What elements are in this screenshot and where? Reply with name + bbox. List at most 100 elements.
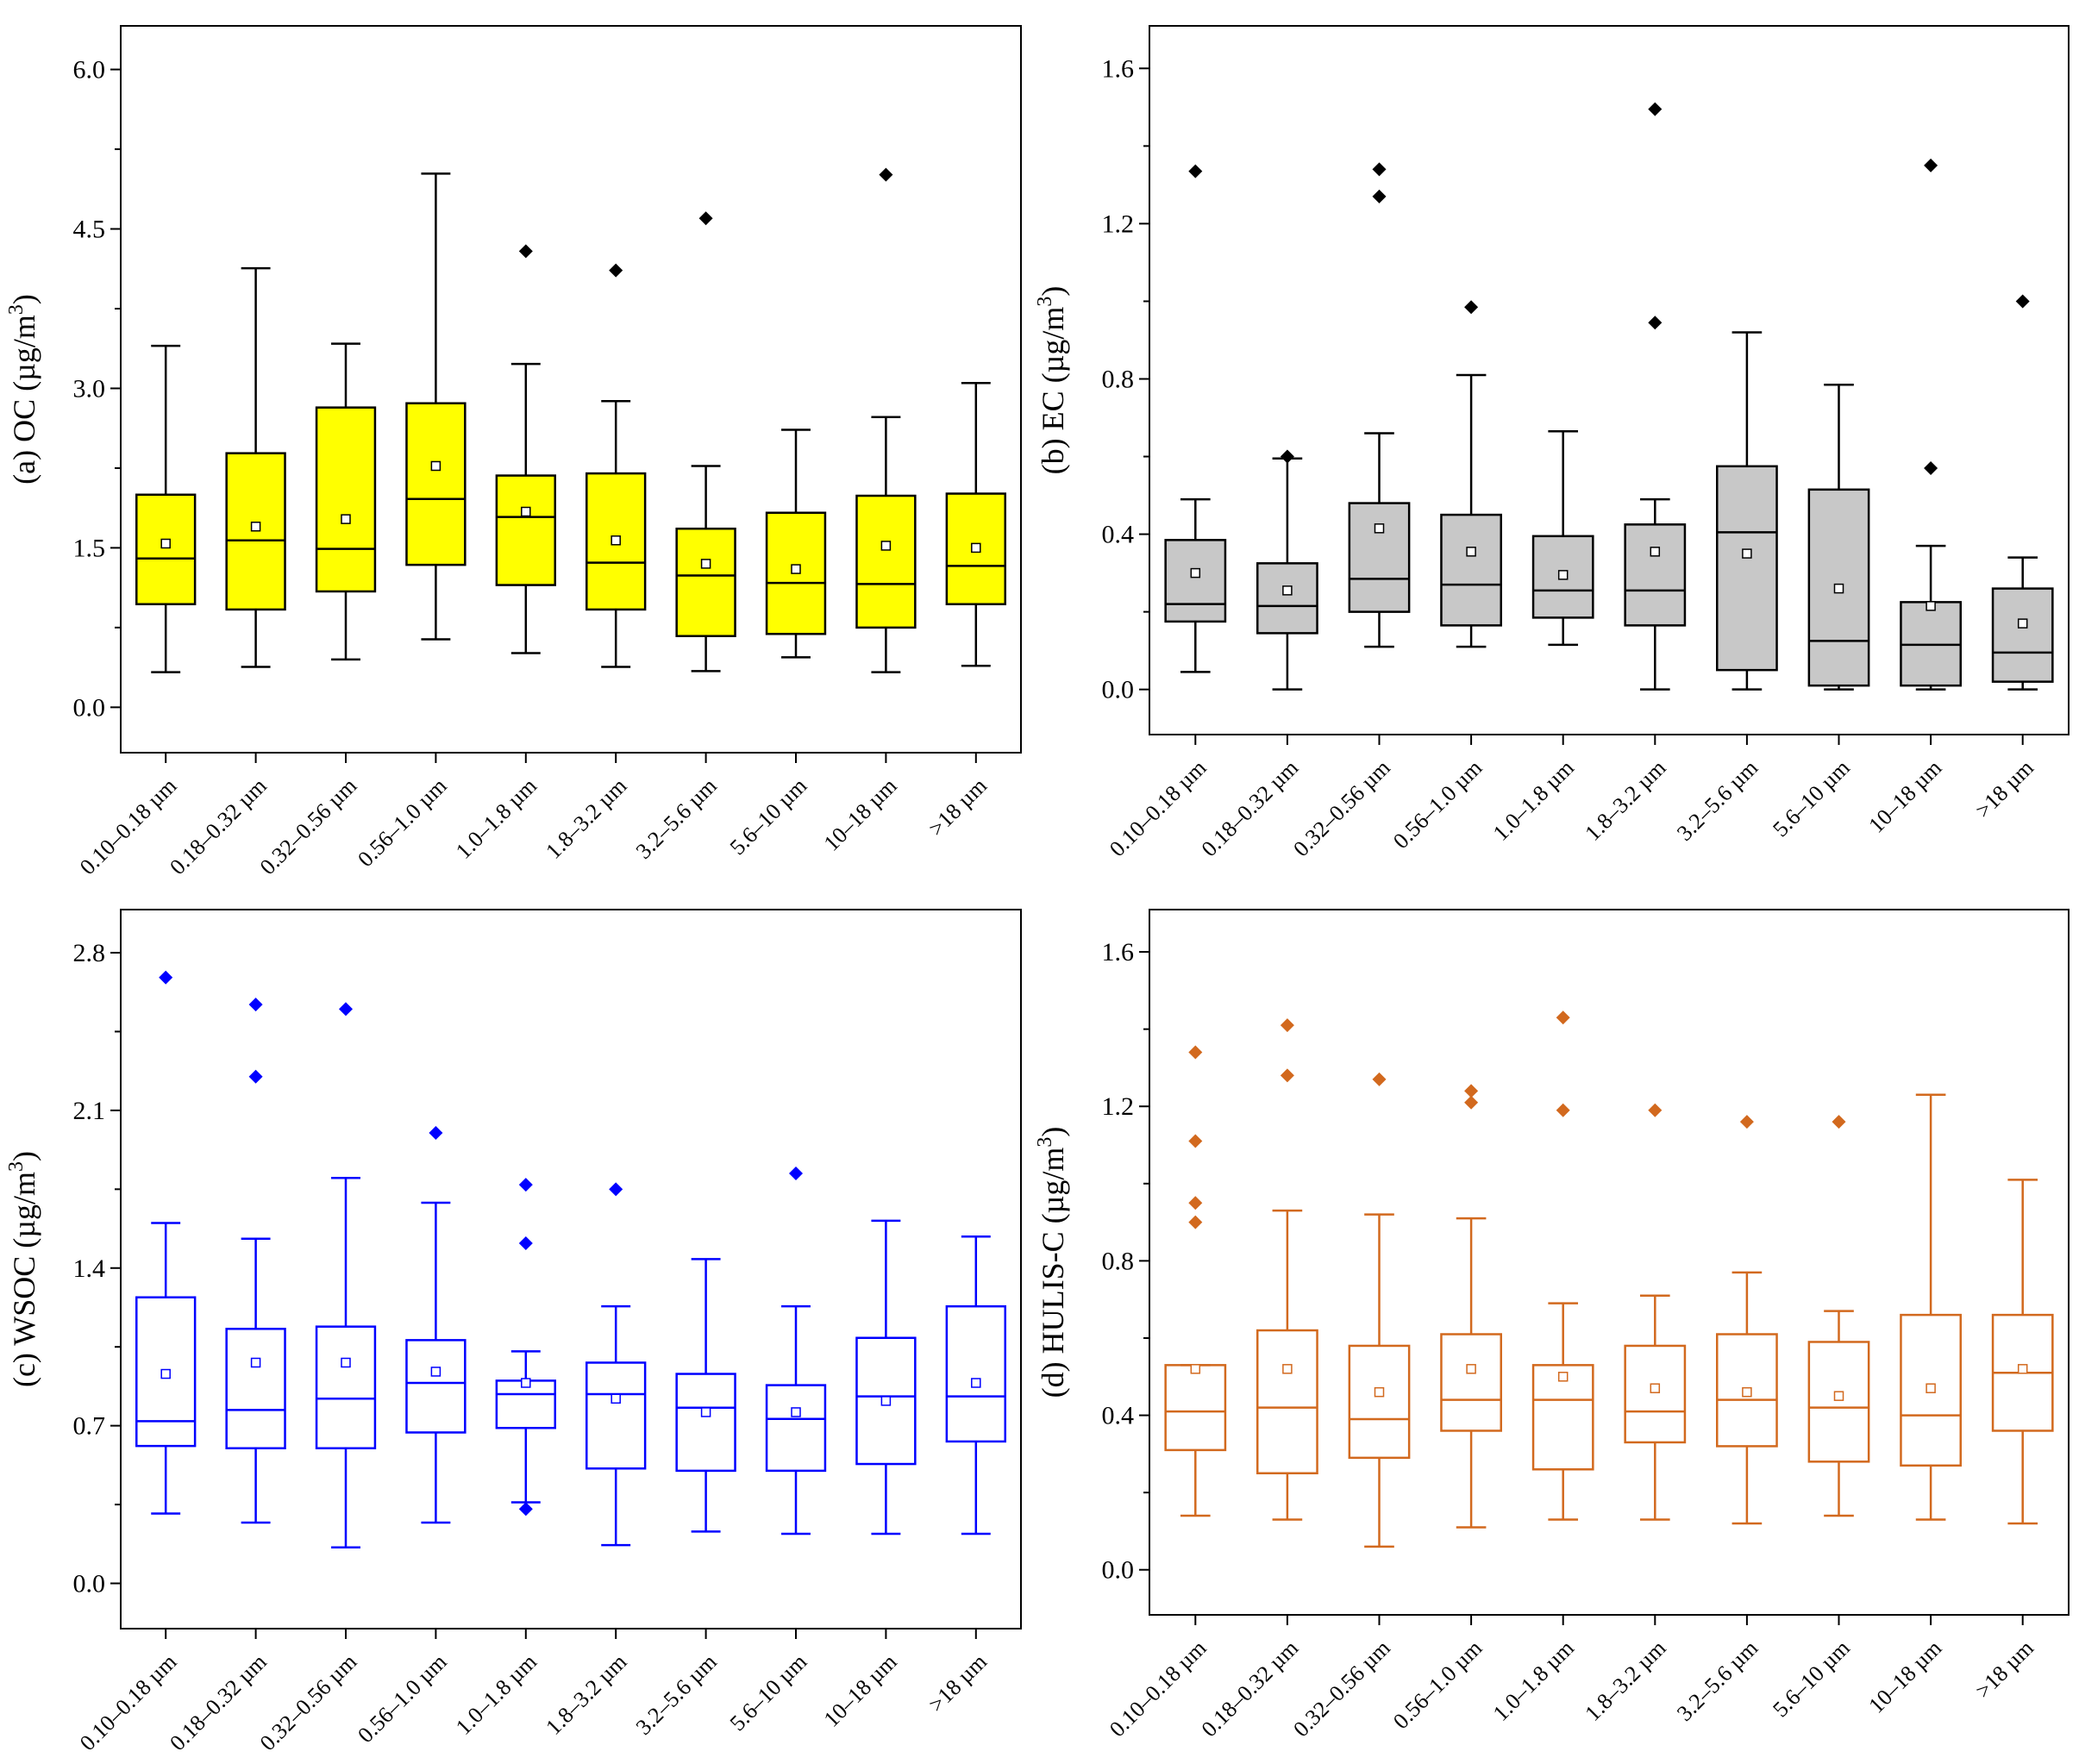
box-3: [315, 1002, 377, 1548]
plot-frame: [1149, 909, 2070, 1616]
x-category-label: 0.32–0.56 µm: [255, 1649, 362, 1756]
box-iqr: [1164, 1364, 1227, 1452]
box-6: [1624, 1103, 1687, 1521]
outlier-point: [1924, 461, 1938, 476]
box-4: [1440, 300, 1502, 648]
y-axis-title-close: ): [7, 294, 41, 304]
y-axis-title: (d) HULIS-C (µg/m3): [1034, 1127, 1070, 1398]
outlier-point: [879, 167, 893, 182]
box-iqr: [855, 1336, 917, 1466]
box-iqr: [405, 1339, 467, 1434]
box-7: [1716, 331, 1778, 691]
mean-marker: [791, 1407, 801, 1417]
y-tick-label: 0.4: [1102, 521, 1135, 549]
box-iqr: [1807, 1341, 1870, 1463]
x-category-label: 1.8–3.2 µm: [541, 1649, 631, 1740]
x-category-label: 10–18 µm: [1863, 755, 1946, 838]
mean-marker: [1282, 1364, 1293, 1374]
outlier-point: [248, 998, 263, 1012]
box-6: [1624, 102, 1687, 691]
mean-marker: [430, 460, 441, 472]
y-axis-title-main: (d) HULIS-C (µg/m: [1036, 1148, 1070, 1398]
box-5: [1531, 1010, 1594, 1521]
box-10: [1991, 1179, 2054, 1525]
outlier-point: [1372, 1072, 1387, 1086]
box-iqr: [135, 1296, 197, 1448]
mean-marker: [250, 1357, 261, 1368]
y-tick-label: 0.0: [1102, 676, 1135, 704]
x-category-label: 0.18–0.32 µm: [1197, 1636, 1304, 1742]
box-5: [1531, 430, 1594, 647]
box-iqr: [1256, 562, 1318, 635]
box-8: [1807, 383, 1870, 691]
y-tick-label: 6.0: [73, 56, 106, 84]
panel-a: 0.01.53.04.56.0(a) OC (µg/m3)0.10–0.18 µ…: [5, 25, 1022, 879]
box-iqr: [1164, 539, 1227, 623]
x-category-label: 10–18 µm: [1863, 1636, 1946, 1718]
y-axis-title-sup: 3: [1034, 1137, 1056, 1148]
mean-marker: [1557, 1372, 1569, 1382]
y-axis-title-main: (c) WSOC (µg/m: [7, 1172, 41, 1387]
mean-marker: [971, 542, 981, 554]
mean-marker: [1374, 523, 1385, 534]
outlier-point: [1648, 316, 1663, 330]
outlier-point: [1188, 1196, 1203, 1210]
box-iqr: [1624, 523, 1687, 627]
outlier-point: [159, 970, 173, 985]
outlier-point: [1648, 102, 1663, 116]
mean-marker: [700, 559, 711, 569]
y-axis-title: (b) EC (µg/m3): [1034, 286, 1070, 475]
box-iqr: [1531, 1364, 1594, 1471]
box-4: [405, 1126, 467, 1524]
y-tick-label: 2.8: [73, 939, 106, 967]
outlier-point: [609, 263, 623, 278]
plot-frame: [120, 25, 1022, 754]
y-tick-label: 0.8: [1102, 1247, 1135, 1275]
mean-marker: [430, 1367, 441, 1377]
box-iqr: [1716, 1333, 1778, 1448]
outlier-point: [1372, 162, 1387, 177]
y-tick-label: 0.8: [1102, 365, 1135, 393]
y-axis-title-close: ): [1036, 1127, 1070, 1137]
box-6: [586, 263, 647, 668]
outlier-point: [248, 1069, 263, 1084]
x-category-label: 3.2–5.6 µm: [631, 773, 722, 864]
outlier-point: [789, 1167, 803, 1181]
box-iqr: [1440, 1333, 1502, 1432]
y-axis-title-sup: 3: [1034, 297, 1056, 307]
box-iqr: [315, 1325, 377, 1450]
mean-marker: [1190, 1364, 1201, 1374]
outlier-point: [518, 244, 533, 259]
box-8: [765, 1167, 827, 1536]
box-9: [1900, 1093, 1962, 1521]
mean-marker: [1374, 1386, 1385, 1398]
mean-marker: [1557, 570, 1569, 580]
outlier-point: [1188, 1045, 1203, 1060]
box-7: [675, 211, 736, 672]
outlier-point: [1280, 1068, 1294, 1083]
box-iqr: [1348, 1344, 1411, 1460]
outlier-point: [1280, 449, 1294, 464]
y-tick-label: 0.7: [73, 1412, 106, 1441]
box-iqr: [1348, 502, 1411, 613]
mean-marker: [1742, 1386, 1752, 1398]
y-tick-label: 1.6: [1102, 54, 1135, 83]
mean-marker: [971, 1378, 981, 1388]
box-iqr: [586, 1361, 647, 1470]
box-iqr: [405, 402, 467, 566]
box-10: [1991, 294, 2054, 691]
mean-marker: [1833, 583, 1844, 594]
y-tick-label: 0.4: [1102, 1402, 1135, 1430]
box-9: [1900, 158, 1962, 691]
outlier-point: [518, 1236, 533, 1251]
mean-marker: [1466, 1364, 1476, 1374]
box-iqr: [945, 1304, 1006, 1443]
y-tick-label: 0.0: [73, 693, 106, 722]
outlier-point: [339, 1002, 353, 1016]
x-category-label: 5.6–10 µm: [1768, 755, 1855, 842]
box-6: [586, 1182, 647, 1547]
y-tick-label: 1.6: [1102, 938, 1135, 966]
x-category-label: 3.2–5.6 µm: [1672, 755, 1763, 846]
x-category-label: 0.32–0.56 µm: [1288, 1636, 1395, 1742]
mean-marker: [1926, 601, 1936, 611]
